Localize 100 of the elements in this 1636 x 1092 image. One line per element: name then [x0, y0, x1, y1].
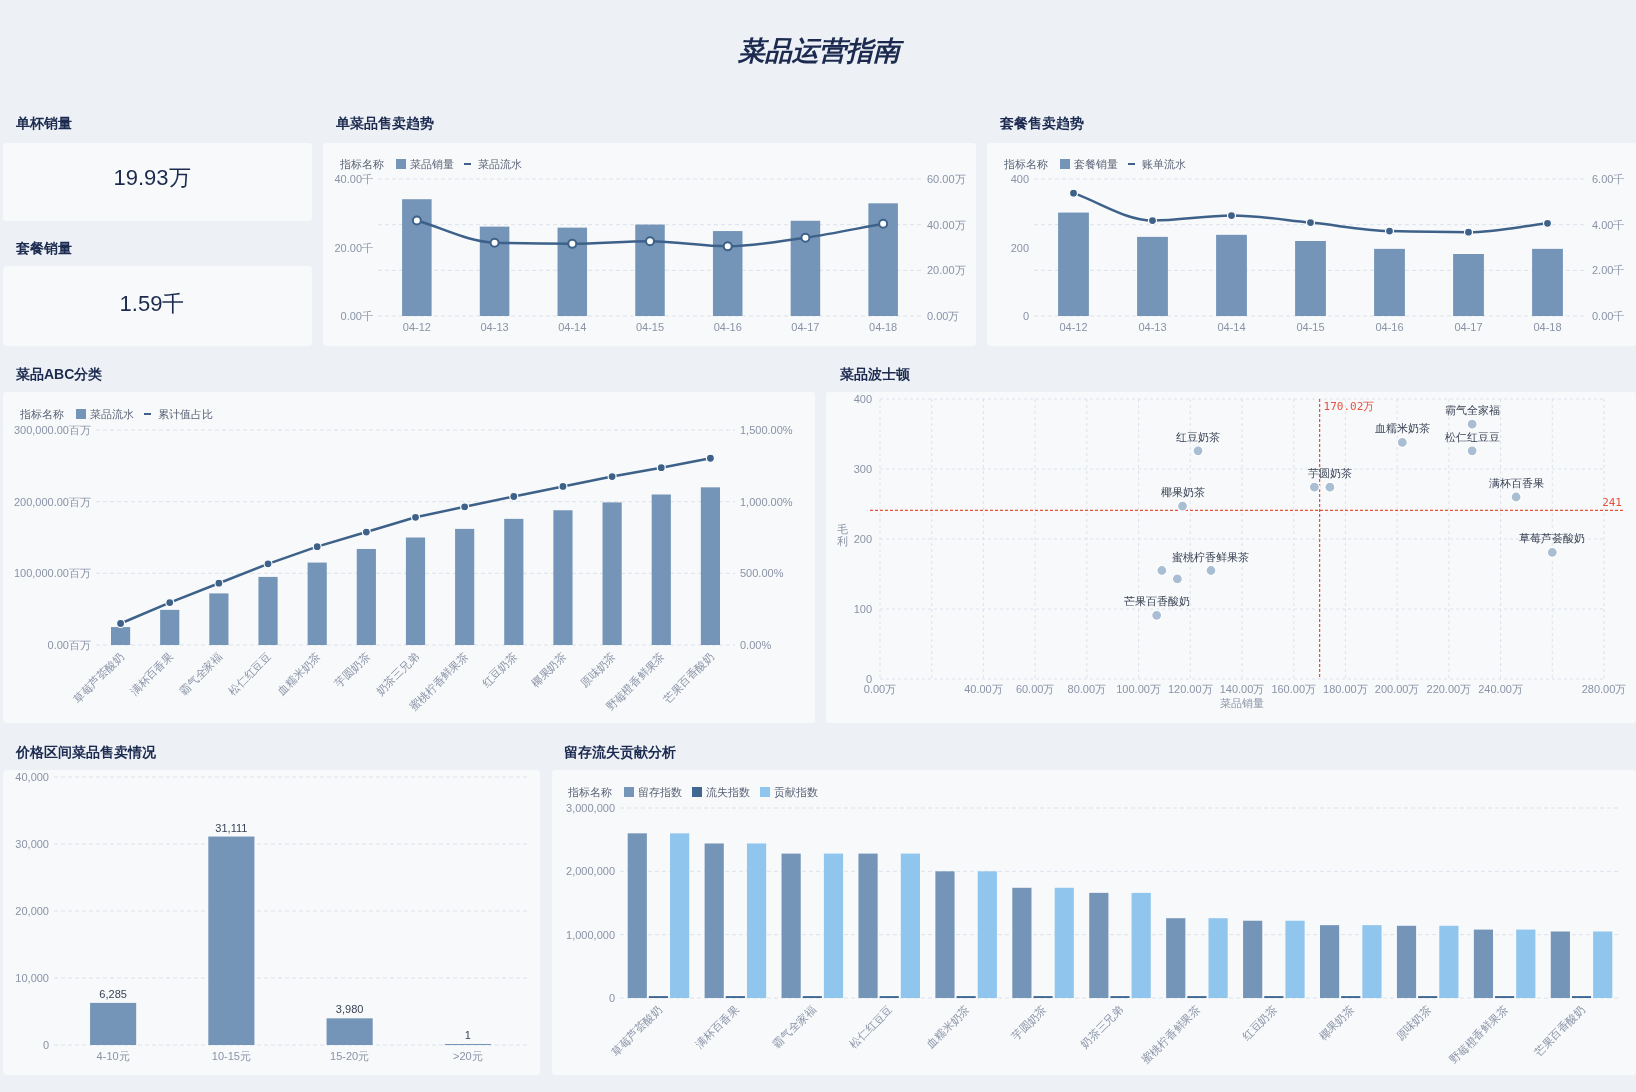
x-tick-label: 原味奶茶: [1393, 1002, 1434, 1043]
chart-title: 菜品ABC分类: [15, 366, 103, 382]
bar: [823, 853, 844, 998]
x-tick-label: 04-16: [1375, 321, 1404, 333]
x-tick-label: 血糯米奶茶: [924, 1002, 972, 1051]
x-tick-label: 草莓芦荟酸奶: [608, 1002, 664, 1059]
bar: [1208, 918, 1228, 998]
x-tick-label: 芋圆奶茶: [1008, 1002, 1049, 1043]
point: [1463, 227, 1474, 237]
bar: [602, 502, 622, 645]
point: [800, 232, 811, 243]
bar: [479, 226, 510, 316]
text: 1.59千: [119, 291, 185, 316]
text: 菜品运营指南: [737, 36, 905, 66]
bar: [1320, 925, 1340, 998]
legend-label: 贡献指数: [774, 786, 818, 799]
point: [411, 215, 422, 226]
x-tick-label: 野莓橙香鲜果茶: [1447, 1002, 1511, 1066]
y2-tick-label: 2.00千: [1592, 264, 1625, 277]
data-label: 草莓芦荟酸奶: [1519, 532, 1586, 545]
data-label: 满杯百香果: [1488, 477, 1544, 489]
bar: [1166, 918, 1186, 998]
x-tick-label: 04-17: [1454, 321, 1483, 333]
x-tick-label: 椰果奶茶: [1316, 1002, 1357, 1043]
x-tick-label: 0.00万: [863, 683, 897, 695]
y-tick-label: 20,000: [15, 905, 49, 917]
bar: [977, 871, 997, 998]
point: [1176, 500, 1189, 512]
data-label: 椰果奶茶: [1160, 486, 1205, 499]
bar: [326, 1018, 373, 1045]
x-tick-label: 红豆奶茶: [1239, 1002, 1280, 1043]
x-tick-label: 220.00万: [1426, 683, 1472, 695]
bar: [90, 1002, 137, 1045]
y-tick-label: 400: [853, 393, 872, 405]
x-tick-label: 140.00万: [1219, 683, 1265, 695]
y-tick-label: 200: [853, 533, 872, 545]
legend-label: 套餐销量: [1074, 158, 1118, 170]
x-tick-label: 4-10元: [96, 1050, 130, 1062]
x-tick-label: 04-15: [635, 321, 665, 333]
bar: [935, 871, 955, 998]
bar: [553, 510, 573, 645]
chart-title: 留存流失贡献分析: [564, 744, 676, 760]
x-tick-label: 血糯米奶茶: [275, 649, 323, 698]
point: [312, 542, 322, 552]
y-tick-label: 400: [1010, 173, 1029, 185]
y-tick-label: 100,000.00百万: [13, 567, 91, 580]
text: 19.93万: [113, 165, 191, 190]
x-tick-label: 100.00万: [1116, 683, 1161, 695]
bar: [1374, 248, 1405, 316]
legend-title: 指标名称: [1003, 158, 1048, 170]
point: [1151, 609, 1163, 621]
bar: [160, 609, 180, 645]
bar: [1593, 931, 1613, 998]
bar: [712, 231, 743, 316]
y-tick-label: 100: [853, 603, 872, 615]
point: [214, 578, 224, 588]
bar: [258, 576, 278, 645]
x-tick-label: 满杯百香果: [693, 1002, 741, 1051]
bar: [781, 853, 801, 998]
data-label: 蜜桃柠香鲜果茶: [1172, 550, 1250, 563]
chart-title: 单菜品售卖趋势: [335, 115, 434, 131]
bar: [746, 843, 767, 998]
x-axis-title: 菜品销量: [1220, 697, 1264, 709]
x-tick-label: 80.00万: [1067, 683, 1107, 695]
point: [1308, 481, 1320, 493]
bar: [627, 833, 647, 998]
y2-tick-label: 1,500.00%: [740, 424, 793, 436]
point: [263, 559, 273, 569]
bar: [704, 843, 724, 998]
bar: [1532, 248, 1563, 316]
text: 单杯销量: [15, 115, 72, 131]
y-tick-label: 10,000: [15, 972, 49, 984]
bar: [1396, 925, 1417, 998]
x-tick-label: 40.00万: [964, 683, 1003, 695]
x-tick-label: 120.00万: [1167, 683, 1213, 695]
y-tick-label: 0: [1022, 310, 1029, 322]
y-tick-label: 300,000.00百万: [13, 424, 91, 436]
bar: [110, 627, 131, 645]
bar: [1137, 236, 1168, 316]
bar: [1453, 254, 1484, 316]
x-tick-label: 04-18: [869, 321, 898, 333]
x-tick-label: 松仁红豆豆: [226, 649, 274, 698]
legend-title: 指标名称: [567, 786, 612, 798]
y2-tick-label: 60.00万: [927, 173, 966, 185]
bar: [635, 224, 665, 316]
bar: [1295, 240, 1326, 316]
point: [656, 463, 666, 473]
bar: [1473, 929, 1494, 998]
point: [1384, 226, 1395, 236]
y2-tick-label: 0.00千: [1592, 310, 1625, 322]
point: [567, 238, 578, 249]
x-tick-label: 松仁红豆豆: [847, 1002, 895, 1051]
legend-label: 流失指数: [706, 786, 750, 798]
bar: [557, 227, 588, 316]
bar: [1089, 892, 1109, 998]
x-tick-label: 180.00万: [1323, 683, 1368, 695]
point: [1324, 481, 1336, 493]
bar: [208, 836, 255, 1045]
bar: [209, 593, 229, 645]
y-tick-label: 1,000,000: [566, 928, 615, 941]
